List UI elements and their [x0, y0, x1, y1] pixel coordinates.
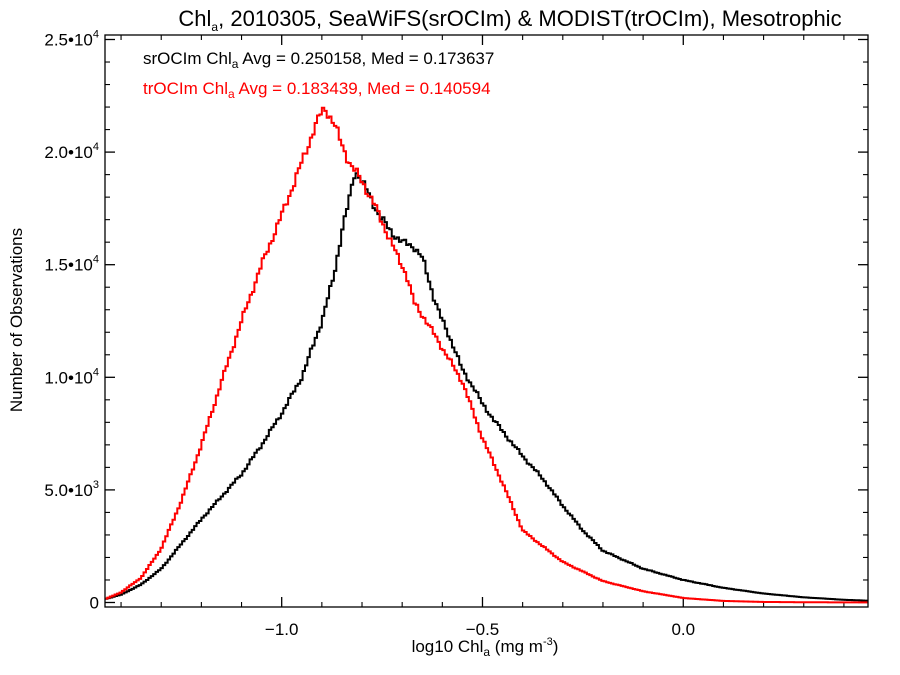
plot-frame — [104, 34, 869, 608]
legend-entry-troclm: trOCIm Chla Avg = 0.183439, Med = 0.1405… — [143, 79, 491, 101]
y-axis-label: Number of Observations — [7, 228, 26, 412]
y-tick-label: 1.5•104 — [44, 254, 99, 275]
x-axis-label: log10 Chla (mg m-3) — [412, 636, 559, 659]
y-tick-label: 0 — [90, 593, 99, 612]
x-tick-label: −0.5 — [466, 620, 500, 639]
chart-title: Chla, 2010305, SeaWiFS(srOCIm) & MODIST(… — [178, 6, 841, 34]
legend-entry-sroclm: srOCIm Chla Avg = 0.250158, Med = 0.1736… — [143, 49, 494, 71]
axis-ticks: −1.0 −0.5 0.0 0 5.0•103 1.0•104 1.5•104 2.0•104… — [44, 29, 868, 639]
x-tick-label: −1.0 — [265, 620, 299, 639]
y-tick-label: 2.0•104 — [44, 141, 99, 162]
series-line-srocim — [105, 172, 868, 602]
y-tick-label: 5.0•103 — [44, 479, 99, 500]
series-line-trocim — [105, 106, 868, 604]
x-tick-label: 0.0 — [671, 620, 695, 639]
y-tick-label: 1.0•104 — [44, 366, 99, 387]
data-series — [105, 106, 868, 604]
y-tick-label: 2.5•104 — [44, 29, 99, 50]
